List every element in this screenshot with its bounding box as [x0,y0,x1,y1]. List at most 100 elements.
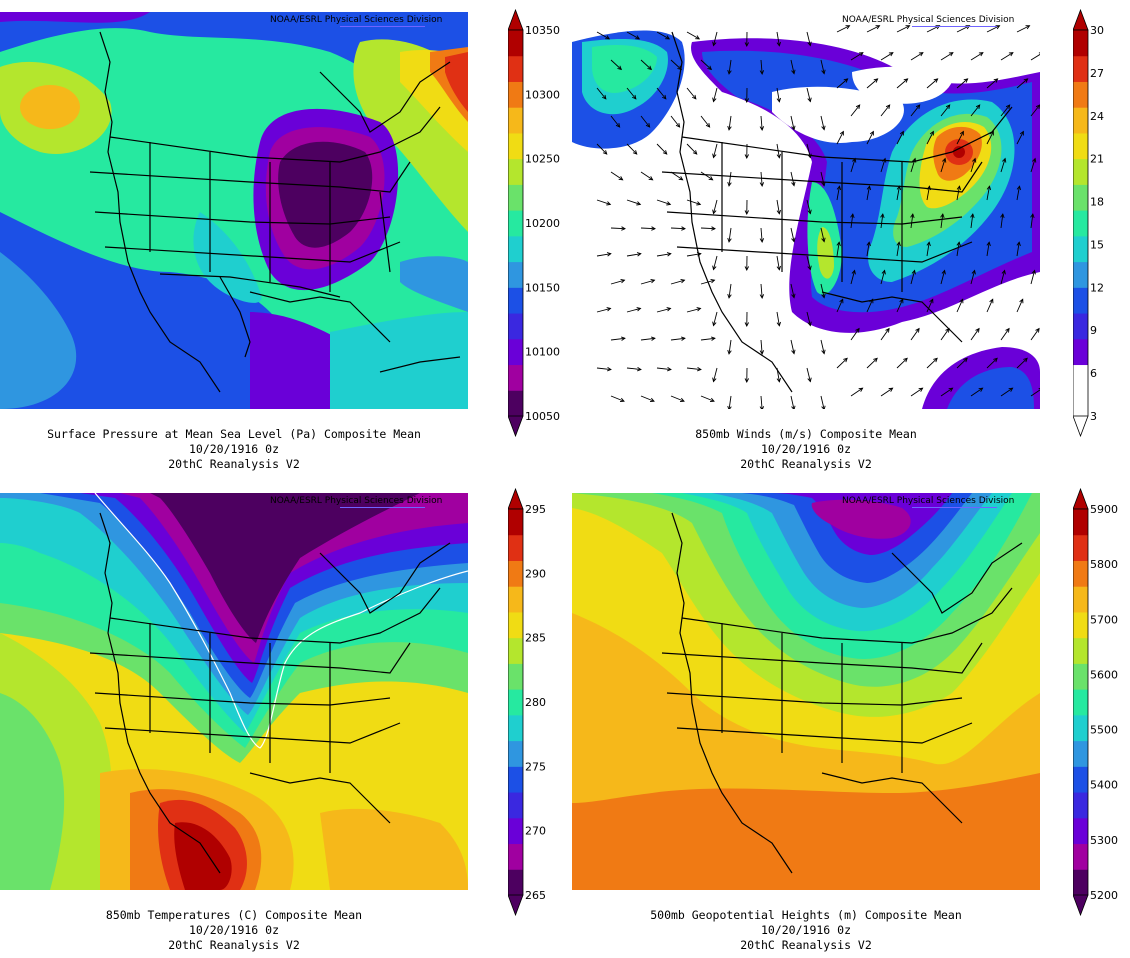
colorbar-segment [1073,132,1088,160]
wind-arrow [970,104,981,117]
colorbar-tick-label: 24 [1090,110,1104,123]
wind-arrow-head [606,252,612,257]
colorbar-tick-label: 18 [1090,196,1104,209]
colorbar-tick-label: 295 [525,503,546,516]
colorbar-segment [508,560,523,587]
wind-arrow-head [875,25,881,30]
colorbar-upper-cap [507,8,524,31]
wind-arrow [686,307,701,313]
colorbar-segment [508,637,523,664]
wind-arrow-head [940,213,945,219]
wind-arrow-head [744,42,750,47]
colorbar-frame [507,508,524,896]
wind-arrow-head [956,241,961,247]
colorbar-segment [508,534,523,561]
wind-arrow-head [1008,387,1014,392]
wind-arrow [850,328,860,341]
wind-arrow [956,242,960,257]
colorbar-segment [508,364,523,391]
wind-arrow-head [963,357,968,363]
wind-arrow-head [744,154,750,159]
wind-arrow [986,131,994,145]
wind-arrow [896,299,904,313]
wind-arrow [880,328,890,341]
wind-arrow [896,242,900,257]
credit-underline [340,507,425,508]
wind-arrow-head [744,266,750,271]
wind-arrow-head [662,150,668,155]
wind-arrow-head [858,387,864,392]
wind-arrow-head [675,123,681,128]
colorbar: 3 6 9 12 15 18 21 24 27 30 [1072,8,1130,438]
wind-arrow-head [776,265,781,271]
wind-arrow [896,131,904,145]
wind-arrow-head [679,397,685,403]
colorbar-tick-label: 10150 [525,281,560,294]
credit-text: NOAA/ESRL Physical Sciences Division [270,496,443,506]
wind-arrow [728,339,732,354]
colorbar-segment [508,714,523,742]
wind-arrow-head [989,298,994,304]
wind-arrow-head [839,130,844,136]
colorbar-tick-label: 6 [1090,367,1097,380]
wind-arrow [986,186,990,201]
wind-arrow-head [650,336,656,341]
wind-arrow-head [948,52,954,57]
wind-arrow [670,395,685,402]
wind-arrow [926,358,938,369]
wind-arrow [850,214,854,229]
wind-arrow [836,131,844,145]
wind-arrow-head [926,241,931,247]
wind-arrow [1030,270,1036,285]
wind-arrow [656,253,671,257]
wind-arrow [1030,104,1040,117]
wind-arrow [1016,242,1020,257]
wind-arrow [700,115,710,128]
wind-arrow-head [791,69,796,75]
wind-arrow [626,253,641,257]
wind-arrow-head [620,278,626,284]
wind-arrow-head [677,65,683,71]
wind-arrow [836,358,848,369]
wind-arrow [728,395,732,409]
wind-arrow-head [727,69,732,75]
wind-arrow [700,171,713,181]
wind-arrow [1016,78,1028,89]
wind-arrow-head [667,366,672,372]
wind-arrow-head [707,65,713,71]
wind-arrow-head [836,185,842,191]
wind-arrow-head [727,237,732,243]
wind-arrow [700,279,715,285]
wind-arrow [836,186,840,201]
colorbar-segment [508,55,523,82]
wind-arrow [656,367,671,370]
wind-arrow-head [866,241,871,247]
wind-arrow-head [910,213,915,219]
wind-arrow [610,171,623,181]
wind-arrow-head [858,52,864,57]
wind-arrow-head [972,157,977,163]
wind-arrow-head [963,78,969,83]
wind-arrow [806,199,811,214]
colorbar-frame [1072,29,1089,417]
wind-arrow-head [1000,213,1005,219]
wind-arrow-head [881,269,886,275]
colorbar-tick-label: 10300 [525,88,560,101]
colorbar-upper-cap [1072,487,1089,510]
wind-arrow-head [899,130,904,136]
wind-arrow-head [918,52,924,57]
wind-arrow-head [873,78,879,83]
wind-arrow [880,387,893,397]
wind-arrow [910,104,921,117]
wind-arrow-head [959,130,964,136]
wind-arrow-head [1032,157,1037,163]
wind-arrow-head [637,366,642,372]
colorbar-tick-label: 10350 [525,24,560,37]
wind-arrow-head [705,123,711,128]
wind-arrow [656,143,668,155]
colorbar-segment [1073,235,1088,263]
wind-arrow-head [821,125,826,131]
wind-arrow [956,186,960,201]
wind-arrow [640,171,653,181]
colorbar-scale: 10050 10100 10150 10200 10250 10300 10350 [507,8,560,438]
